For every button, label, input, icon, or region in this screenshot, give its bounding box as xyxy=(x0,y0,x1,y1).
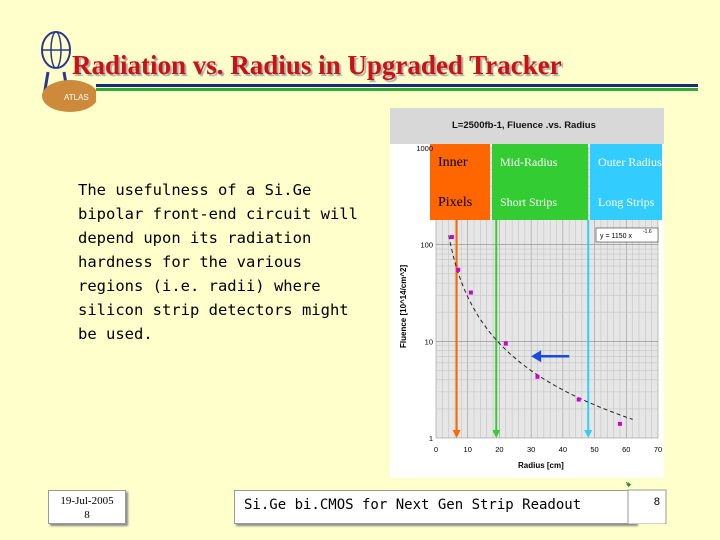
fit-label-exponent: -1.6 xyxy=(643,229,652,235)
x-tick-label: 20 xyxy=(495,445,503,454)
slide-title: Radiation vs. Radius in Upgraded Tracker xyxy=(72,50,562,80)
region-sub: Pixels xyxy=(438,195,472,210)
logo-text: ATLAS xyxy=(64,93,89,102)
data-point xyxy=(535,374,540,379)
y-axis-label: Fluence [10^14/cm^2] xyxy=(399,265,408,348)
region-box-2 xyxy=(590,144,662,220)
y-tick-label: 1000 xyxy=(416,144,433,153)
boundary-arrowhead xyxy=(452,430,461,438)
footer-number: 8 xyxy=(84,509,90,521)
x-tick-label: 40 xyxy=(559,445,567,454)
x-tick-label: 0 xyxy=(434,445,438,454)
page-number-box: ✦ 8 xyxy=(625,480,668,525)
boundary-arrowhead xyxy=(584,430,593,438)
region-name: Outer Radius xyxy=(598,155,662,169)
page-number: 8 xyxy=(653,496,660,508)
fit-label-base: y = 1150 x xyxy=(600,233,632,240)
data-point xyxy=(617,421,622,426)
data-point xyxy=(576,397,581,402)
region-box-1 xyxy=(492,144,588,220)
page-corner-icon: ✦ xyxy=(625,480,667,525)
footer-title-box: Si.Ge bi.CMOS for Next Gen Strip Readout xyxy=(234,490,636,524)
fluence-chart: L=2500fb-1, Fluence .vs. Radius Inner Pix… xyxy=(390,108,664,478)
x-axis-label: Radius [cm] xyxy=(518,461,564,470)
x-tick-label: 30 xyxy=(527,445,535,454)
y-tick-label: 100 xyxy=(420,241,433,250)
title-rule-dark xyxy=(96,84,698,87)
region-name: Mid-Radius xyxy=(500,155,558,169)
footer-date-box: 19-Jul-2005 8 xyxy=(48,490,126,524)
x-tick-label: 60 xyxy=(622,445,630,454)
body-text: The usefulness of a Si.Ge bipolar front-… xyxy=(78,181,358,343)
footer-title: Si.Ge bi.CMOS for Next Gen Strip Readout xyxy=(244,497,582,513)
x-tick-label: 10 xyxy=(464,445,472,454)
atlas-logo: ATLAS xyxy=(34,14,98,114)
chart-title: L=2500fb-1, Fluence .vs. Radius xyxy=(452,120,596,131)
arrow-head xyxy=(531,350,542,363)
region-name: Inner xyxy=(438,155,468,170)
data-point xyxy=(456,267,461,272)
title-rule-green xyxy=(96,88,698,91)
region-box-0 xyxy=(430,144,490,220)
region-sub: Long Strips xyxy=(598,195,655,209)
data-point xyxy=(468,290,473,295)
footer-date: 19-Jul-2005 xyxy=(60,495,114,507)
region-sub: Short Strips xyxy=(500,195,557,209)
y-tick-label: 1 xyxy=(429,434,433,443)
y-tick-label: 10 xyxy=(425,337,433,346)
boundary-arrowhead xyxy=(492,430,501,438)
data-point xyxy=(449,235,454,240)
chart-title-band xyxy=(390,108,664,144)
fit-label-box xyxy=(595,227,659,243)
x-tick-label: 70 xyxy=(654,445,662,454)
data-point xyxy=(503,341,508,346)
svg-text:✦: ✦ xyxy=(626,482,633,490)
x-tick-label: 50 xyxy=(590,445,598,454)
